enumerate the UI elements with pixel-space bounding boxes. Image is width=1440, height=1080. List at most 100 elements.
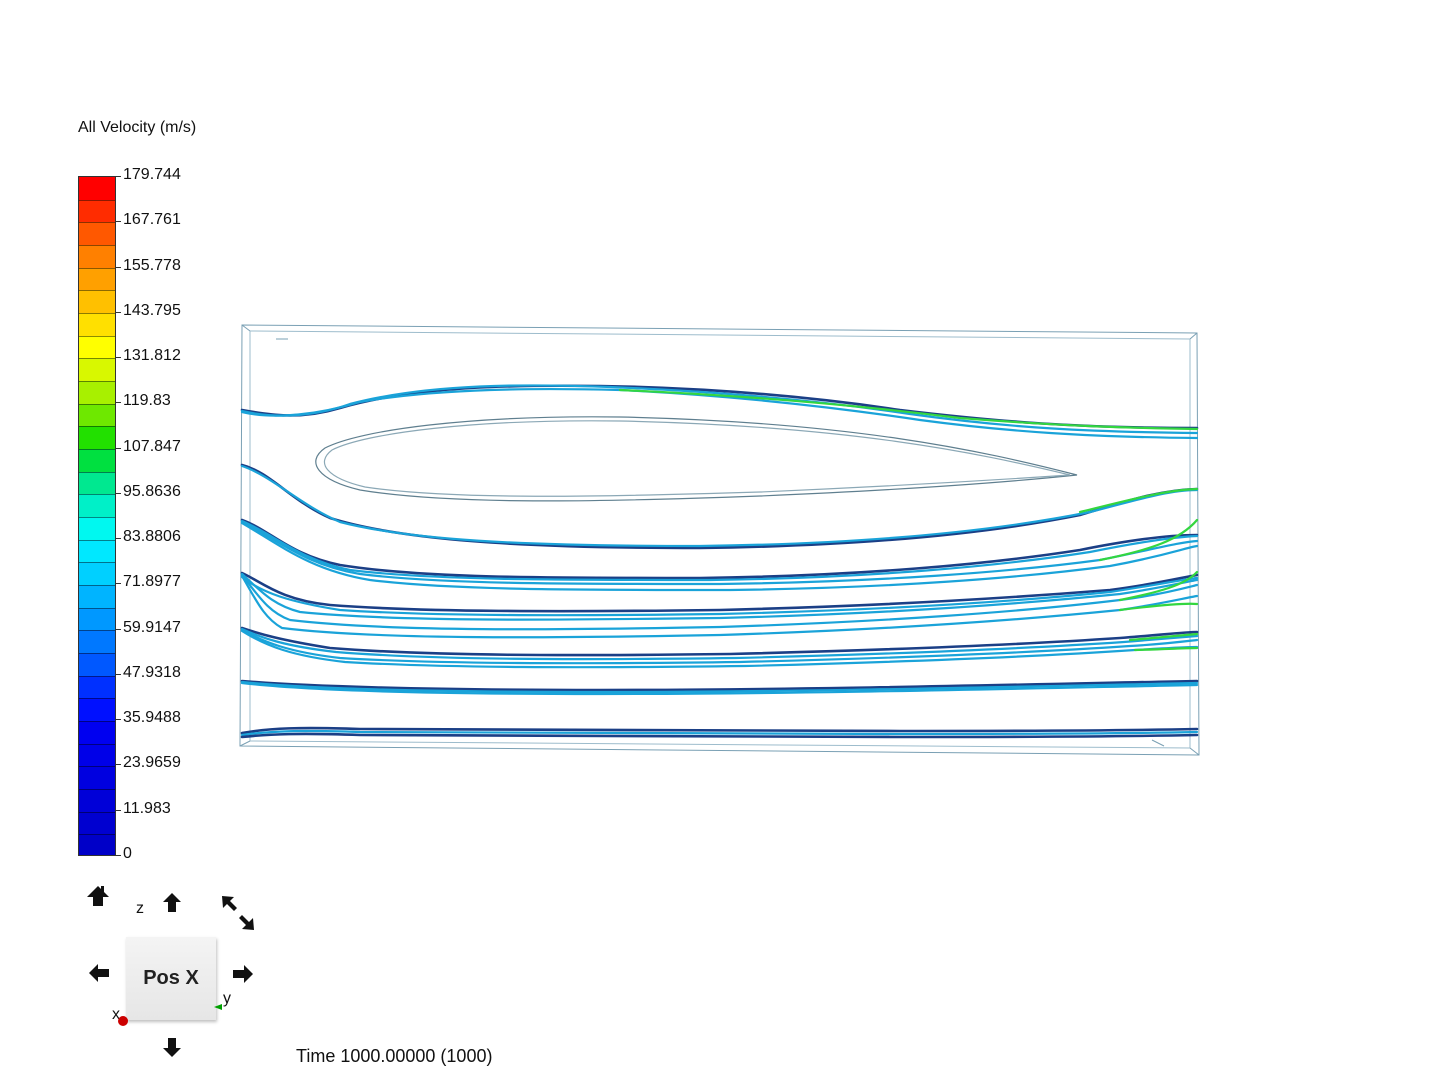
legend-tick-label: 95.8636 [123,482,181,500]
legend-color-step [79,245,115,269]
legend-color-step [79,607,115,632]
domain-edge-tl [241,324,251,332]
arrow-down-icon[interactable] [162,1036,182,1058]
airfoil-outer [315,416,1078,502]
legend-color-step [79,313,115,337]
streamline [240,519,1199,582]
domain-edge-bl [239,740,251,747]
domain-edge-tr [1189,332,1198,340]
streamline [240,626,1199,657]
legend-color-step [79,721,115,745]
streamline [240,629,1199,669]
legend-tick-mark [116,221,121,223]
legend-tick-label: 119.83 [123,392,171,410]
legend-color-step [79,811,115,836]
home-up-arrow-icon[interactable] [86,884,110,908]
axis-x-dot [118,1016,128,1026]
streamline [240,575,1199,617]
legend-tick-label: 35.9488 [123,709,181,727]
streamline [240,679,1199,692]
legend-tick-label: 83.8806 [123,528,181,546]
legend-color-step [79,471,115,496]
legend-color-step [79,675,115,700]
legend-tick-label: 167.761 [123,211,181,229]
legend-color-step [79,698,115,722]
view-cube[interactable]: Pos X [126,937,216,1020]
streamline [240,726,1199,735]
legend-color-step [79,267,115,292]
legend-tick-mark [116,447,121,449]
streamline [1133,646,1199,652]
legend-tick-label: 143.795 [123,301,181,319]
orientation-widget: z Pos X y x [80,880,270,1060]
legend-tick-label: 107.847 [123,437,181,455]
legend-tick-mark [116,266,121,268]
legend-color-step [79,426,115,450]
legend-tick-label: 0 [123,845,132,862]
legend-tick-label: 11.983 [123,799,171,817]
streamline [240,518,1199,580]
legend-tick-label: 59.9147 [123,618,181,636]
legend-tick-mark [116,764,121,766]
legend-color-step [79,381,115,405]
streamline [240,571,1199,613]
legend-tick-mark [116,583,121,585]
streamline [1118,570,1199,602]
legend-color-step [79,222,115,246]
legend-tick-label: 131.812 [123,347,181,365]
legend-tick-label: 155.778 [123,256,181,274]
arrow-left-icon[interactable] [88,963,110,983]
roll-diagonal-arrows-icon[interactable] [220,894,256,932]
legend-tick-mark [116,176,121,177]
legend-color-step [79,653,115,677]
legend-tick-mark [116,719,121,721]
streamline [240,729,1199,737]
domain-mark-bottom [1151,739,1165,747]
streamline [1118,602,1199,612]
streamline [240,384,1199,430]
streamline [240,521,1199,592]
color-legend-bar [78,176,116,856]
legend-color-step [79,585,115,609]
legend-color-step [79,562,115,586]
legend-tick-mark [116,628,121,630]
arrow-up-icon[interactable] [162,892,182,914]
streamline [1128,632,1199,642]
streamline [240,732,1199,739]
view-cube-label: Pos X [143,967,199,989]
airfoil-outline [315,416,1078,502]
domain-edge-br [1189,747,1200,756]
axis-y-label: y [223,990,231,1007]
streamline [240,627,1199,661]
streamline [240,680,1199,694]
legend-tick-mark [116,673,121,675]
legend-color-step [79,743,115,768]
streamline [240,572,1199,621]
legend-tick-mark [116,402,121,404]
arrow-right-icon[interactable] [232,964,254,984]
legend-tick-label: 47.9318 [123,663,181,681]
legend-tick-mark [116,809,121,811]
legend-color-step [79,517,115,541]
streamline [1098,518,1199,562]
legend-color-step [79,630,115,654]
legend-tick-mark [116,492,121,494]
legend-tick-label: 23.9659 [123,754,181,772]
legend-color-step [79,290,115,314]
streamline [618,388,1199,431]
legend-color-step [79,358,115,382]
legend-tick-mark [116,311,121,313]
domain-box [239,324,1200,756]
legend-color-step [79,335,115,360]
streamline [240,628,1199,665]
legend-color-step [79,539,115,564]
legend-title: All Velocity (m/s) [78,119,197,136]
legend-color-step [79,789,115,813]
axis-z-label: z [136,900,144,917]
legend-tick-mark [116,855,121,856]
streamline [1078,487,1199,514]
streamline [240,384,1199,435]
legend-tick-label: 179.744 [123,166,181,183]
